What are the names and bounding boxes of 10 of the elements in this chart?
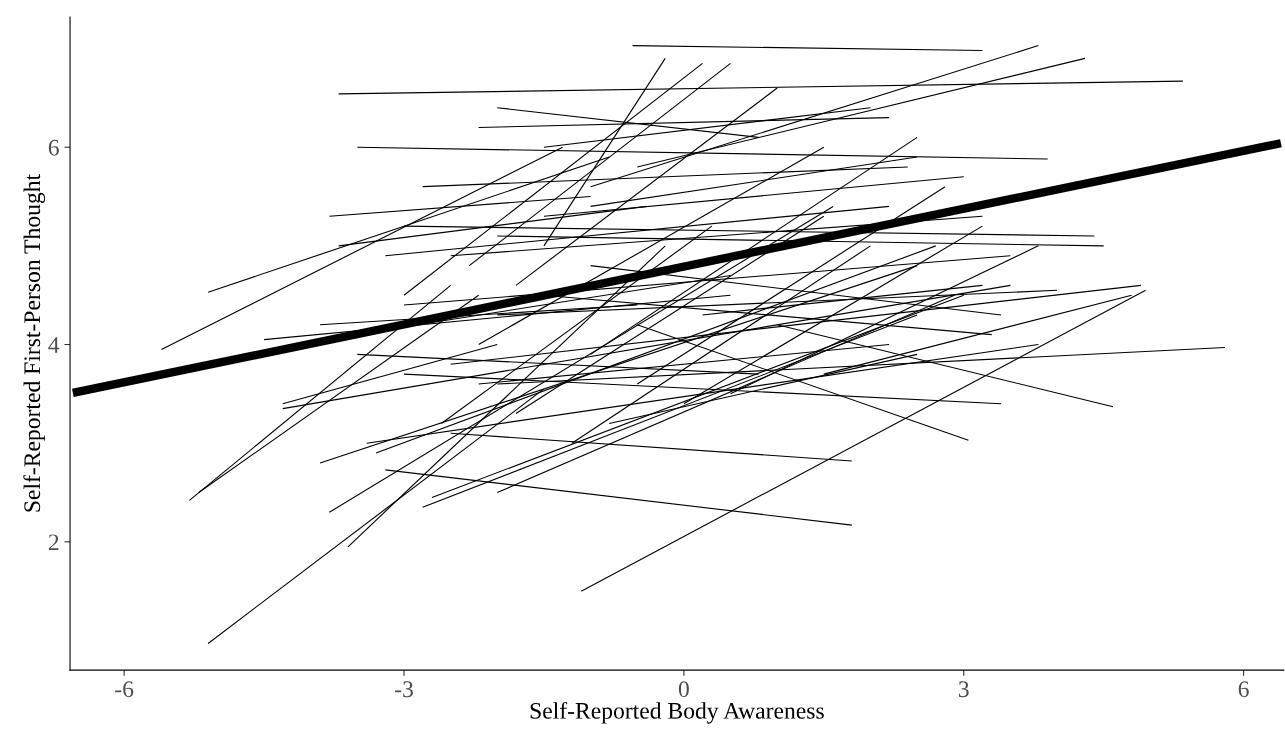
- x-tick-label: 6: [1238, 681, 1249, 698]
- y-axis-title: Self-Reported First-Person Thought: [23, 174, 46, 512]
- x-tick-label: 0: [678, 681, 689, 698]
- x-tick-label: -6: [115, 681, 134, 698]
- x-axis-title: Self-Reported Body Awareness: [530, 701, 824, 724]
- x-tick-label: -3: [395, 681, 413, 698]
- y-tick-label: 2: [48, 534, 59, 551]
- y-tick-label: 6: [48, 139, 59, 156]
- x-tick-label: 3: [958, 681, 969, 698]
- y-tick-label: 4: [48, 337, 60, 353]
